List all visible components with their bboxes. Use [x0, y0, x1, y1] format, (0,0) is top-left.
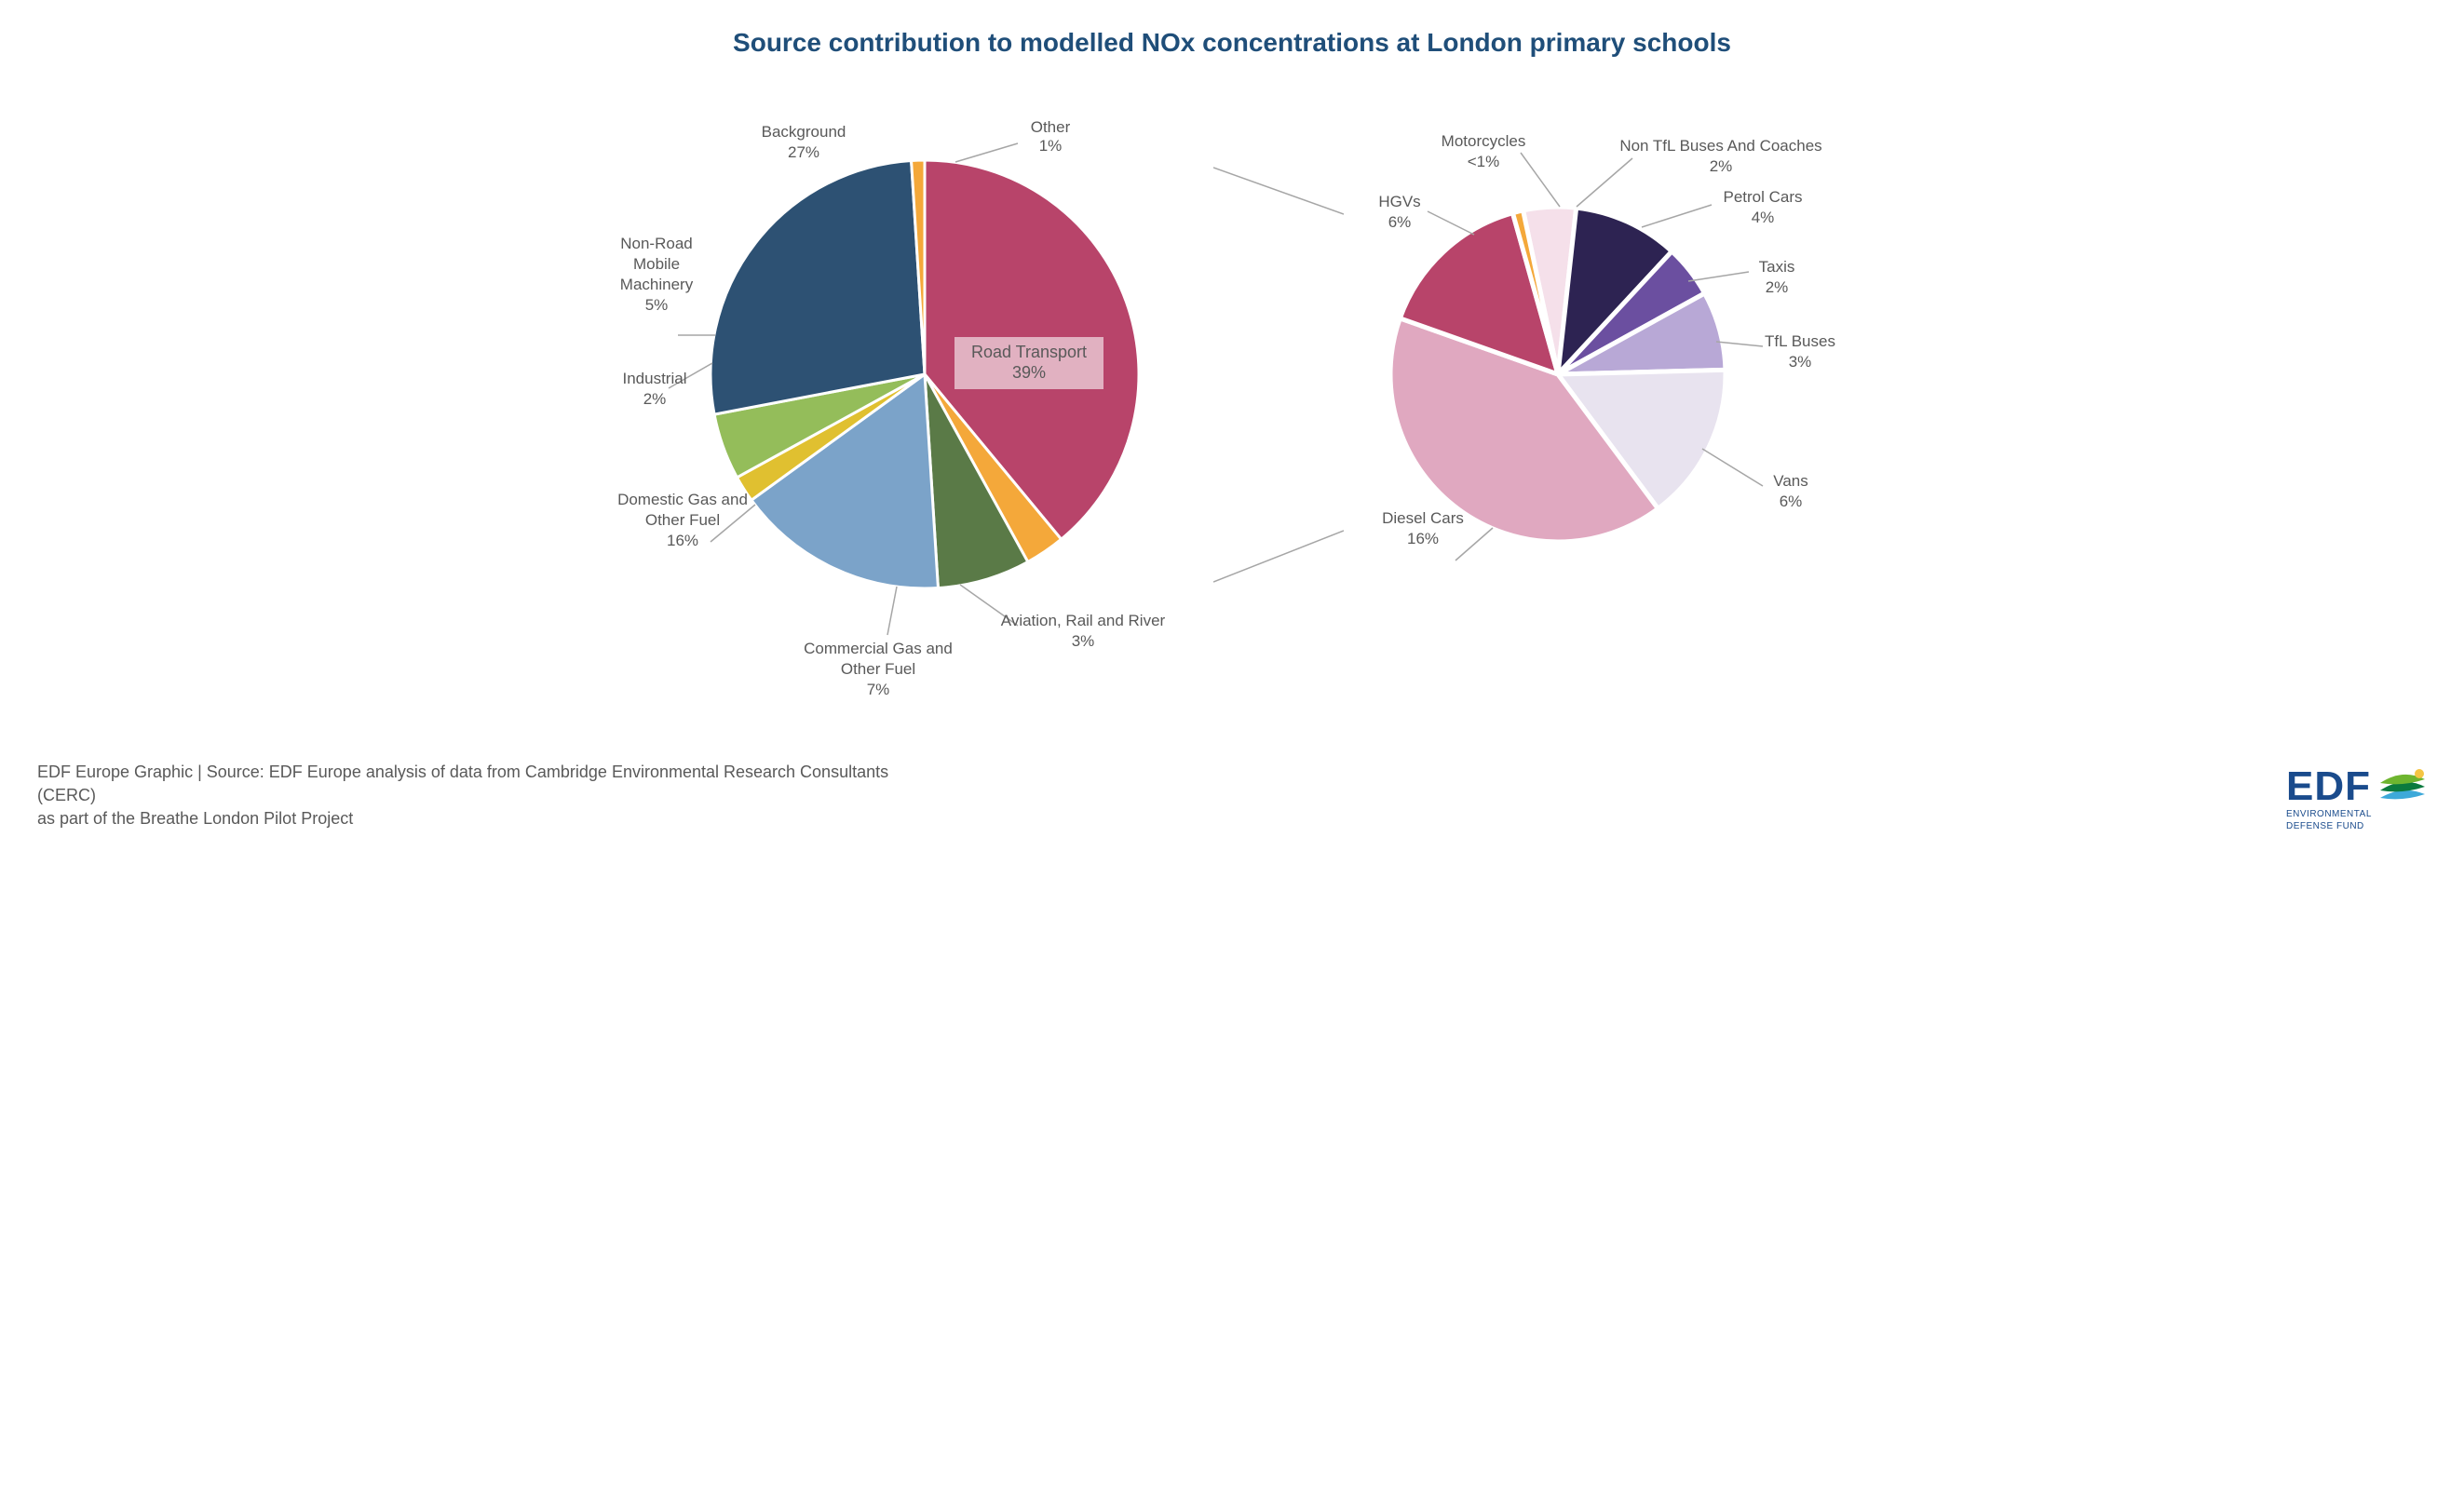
label-domestic-3: 16% — [667, 532, 698, 549]
main-pie-wrap: Road Transport 39% Other 1% Background 2… — [617, 86, 1269, 742]
label-tflbuses-2: 3% — [1789, 353, 1812, 371]
label-background: Background — [762, 123, 846, 141]
edf-logo-text: EDF — [2286, 766, 2371, 807]
label-commercial-1: Commercial Gas and — [804, 640, 953, 657]
label-domestic-1: Domestic Gas and — [617, 491, 748, 508]
edf-logo-icon — [2378, 766, 2427, 807]
edf-logo-sub1: ENVIRONMENTAL — [2286, 809, 2372, 819]
label-diesel-2: 16% — [1407, 530, 1439, 547]
label-domestic-2: Other Fuel — [645, 511, 720, 529]
leader-vans — [1702, 449, 1763, 486]
edf-logo-sub2: DEFENSE FUND — [2286, 821, 2364, 831]
label-aviation-2: 3% — [1072, 632, 1095, 650]
label-nontfl-1: Non TfL Buses And Coaches — [1619, 137, 1821, 155]
label-taxis-1: Taxis — [1759, 258, 1795, 276]
label-nrmm-4: 5% — [645, 296, 669, 314]
leader-taxis — [1688, 272, 1749, 281]
road-transport-label: Road Transport — [971, 343, 1087, 361]
road-transport-pct: 39% — [1012, 363, 1046, 382]
breakdown-pie-slices — [1390, 207, 1726, 542]
label-industrial-pct: 2% — [643, 390, 667, 408]
leader-petrol — [1642, 205, 1712, 227]
label-hgvs-1: HGVs — [1378, 193, 1420, 210]
chart-title: Source contribution to modelled NOx conc… — [37, 28, 2427, 58]
label-commercial-3: 7% — [867, 681, 890, 698]
source-attribution: EDF Europe Graphic | Source: EDF Europe … — [37, 761, 950, 831]
leader-hgvs — [1428, 211, 1474, 235]
source-line1: EDF Europe Graphic | Source: EDF Europe … — [37, 761, 950, 807]
label-other: Other — [1031, 118, 1071, 136]
label-nontfl-2: 2% — [1710, 157, 1733, 175]
leader-other — [955, 143, 1018, 162]
label-vans-2: 6% — [1780, 493, 1803, 510]
label-diesel-1: Diesel Cars — [1382, 509, 1464, 527]
breakdown-pie-svg: Non TfL Buses And Coaches 2% Motorcycles… — [1288, 86, 1847, 737]
leader-commercial — [887, 587, 897, 635]
pie-slice — [711, 160, 925, 414]
label-other-pct: 1% — [1039, 137, 1063, 155]
edf-logo: EDF ENVIRONMENTAL DEFENSE FUND — [2286, 766, 2427, 831]
breakdown-pie-wrap: Non TfL Buses And Coaches 2% Motorcycles… — [1288, 86, 1847, 742]
label-taxis-2: 2% — [1766, 278, 1789, 296]
label-nrmm-1: Non-Road — [620, 235, 693, 252]
label-aviation-1: Aviation, Rail and River — [1001, 612, 1166, 629]
label-tflbuses-1: TfL Buses — [1765, 332, 1835, 350]
leader-nontfl — [1577, 158, 1632, 207]
source-line2: as part of the Breathe London Pilot Proj… — [37, 807, 950, 830]
label-background-pct: 27% — [788, 143, 819, 161]
charts-container: Road Transport 39% Other 1% Background 2… — [37, 86, 2427, 742]
label-motorcycles-2: <1% — [1468, 153, 1500, 170]
label-petrol-2: 4% — [1752, 209, 1775, 226]
leader-diesel — [1455, 528, 1493, 560]
label-motorcycles-1: Motorcycles — [1442, 132, 1526, 150]
main-pie-svg: Road Transport 39% Other 1% Background 2… — [617, 86, 1269, 737]
footer: EDF Europe Graphic | Source: EDF Europe … — [37, 761, 2427, 831]
label-nrmm-3: Machinery — [620, 276, 694, 293]
label-industrial: Industrial — [623, 370, 687, 387]
label-commercial-2: Other Fuel — [841, 660, 915, 678]
leader-motorcycles — [1521, 153, 1560, 207]
label-hgvs-2: 6% — [1388, 213, 1412, 231]
label-petrol-1: Petrol Cars — [1723, 188, 1802, 206]
label-vans-1: Vans — [1773, 472, 1808, 490]
label-nrmm-2: Mobile — [633, 255, 680, 273]
edf-logo-top: EDF — [2286, 766, 2427, 807]
